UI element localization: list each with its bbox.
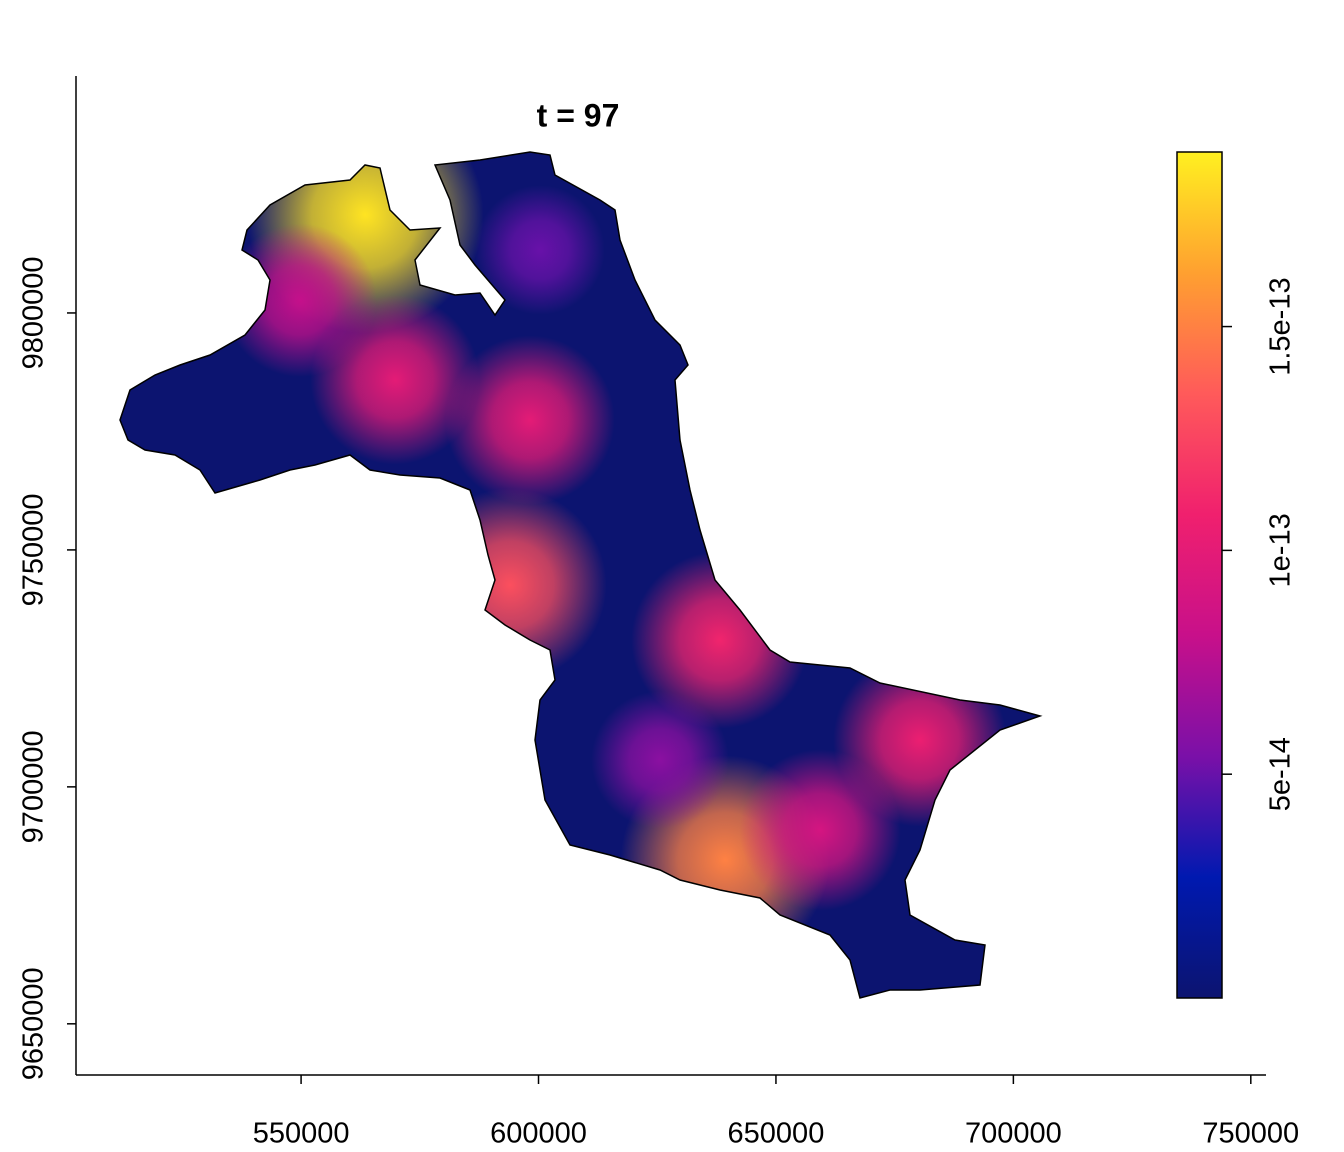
hotspot bbox=[413, 488, 607, 682]
y-tick-label: 9800000 bbox=[18, 257, 50, 370]
y-tick-label: 9700000 bbox=[18, 730, 50, 843]
hotspot bbox=[591, 691, 729, 829]
region-outline bbox=[119, 151, 1043, 999]
x-tick-label: 600000 bbox=[490, 1118, 587, 1150]
colorbar-tick-label: 1e-13 bbox=[1265, 513, 1297, 587]
x-tick-label: 700000 bbox=[965, 1118, 1062, 1150]
x-tick-label: 750000 bbox=[1202, 1118, 1299, 1150]
y-tick-label: 9750000 bbox=[18, 493, 50, 606]
colorbar-tick-label: 5e-14 bbox=[1265, 737, 1297, 811]
hotspot bbox=[445, 335, 615, 505]
x-tick-label: 650000 bbox=[728, 1118, 825, 1150]
y-tick-label: 9650000 bbox=[18, 967, 50, 1080]
hotspot bbox=[739, 749, 901, 911]
chart-title: t = 97 bbox=[537, 97, 620, 133]
colorbar-tick-label: 1.5e-13 bbox=[1265, 277, 1297, 375]
hotspot bbox=[223, 223, 377, 377]
x-tick-label: 550000 bbox=[253, 1118, 350, 1150]
hotspot bbox=[475, 185, 605, 315]
colorbar bbox=[1176, 151, 1223, 999]
